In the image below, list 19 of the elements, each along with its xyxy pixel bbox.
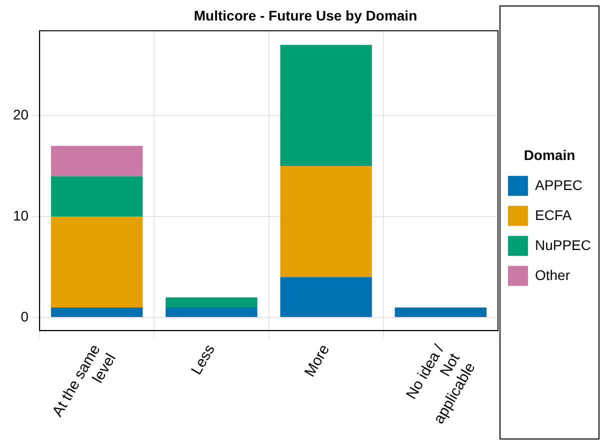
legend-label: Other [534,266,570,283]
legend-label: NuPPEC [534,236,592,253]
bar [280,277,372,318]
bar [394,307,487,318]
bar [51,146,143,176]
chart-title: Multicore - Future Use by Domain [194,7,418,24]
bar [51,176,143,217]
bar [166,297,258,308]
y-tick-label: 10 [12,207,29,224]
y-tick-label: 0 [20,308,29,324]
bar [51,216,143,308]
legend-label: ECFA [534,206,572,223]
bar [280,44,372,166]
legend-label: APPEC [534,176,582,193]
y-tick-label: 20 [12,106,29,122]
bar [280,166,372,278]
bar [51,307,143,318]
bar [166,307,258,318]
legend-title: Domain [524,146,576,163]
